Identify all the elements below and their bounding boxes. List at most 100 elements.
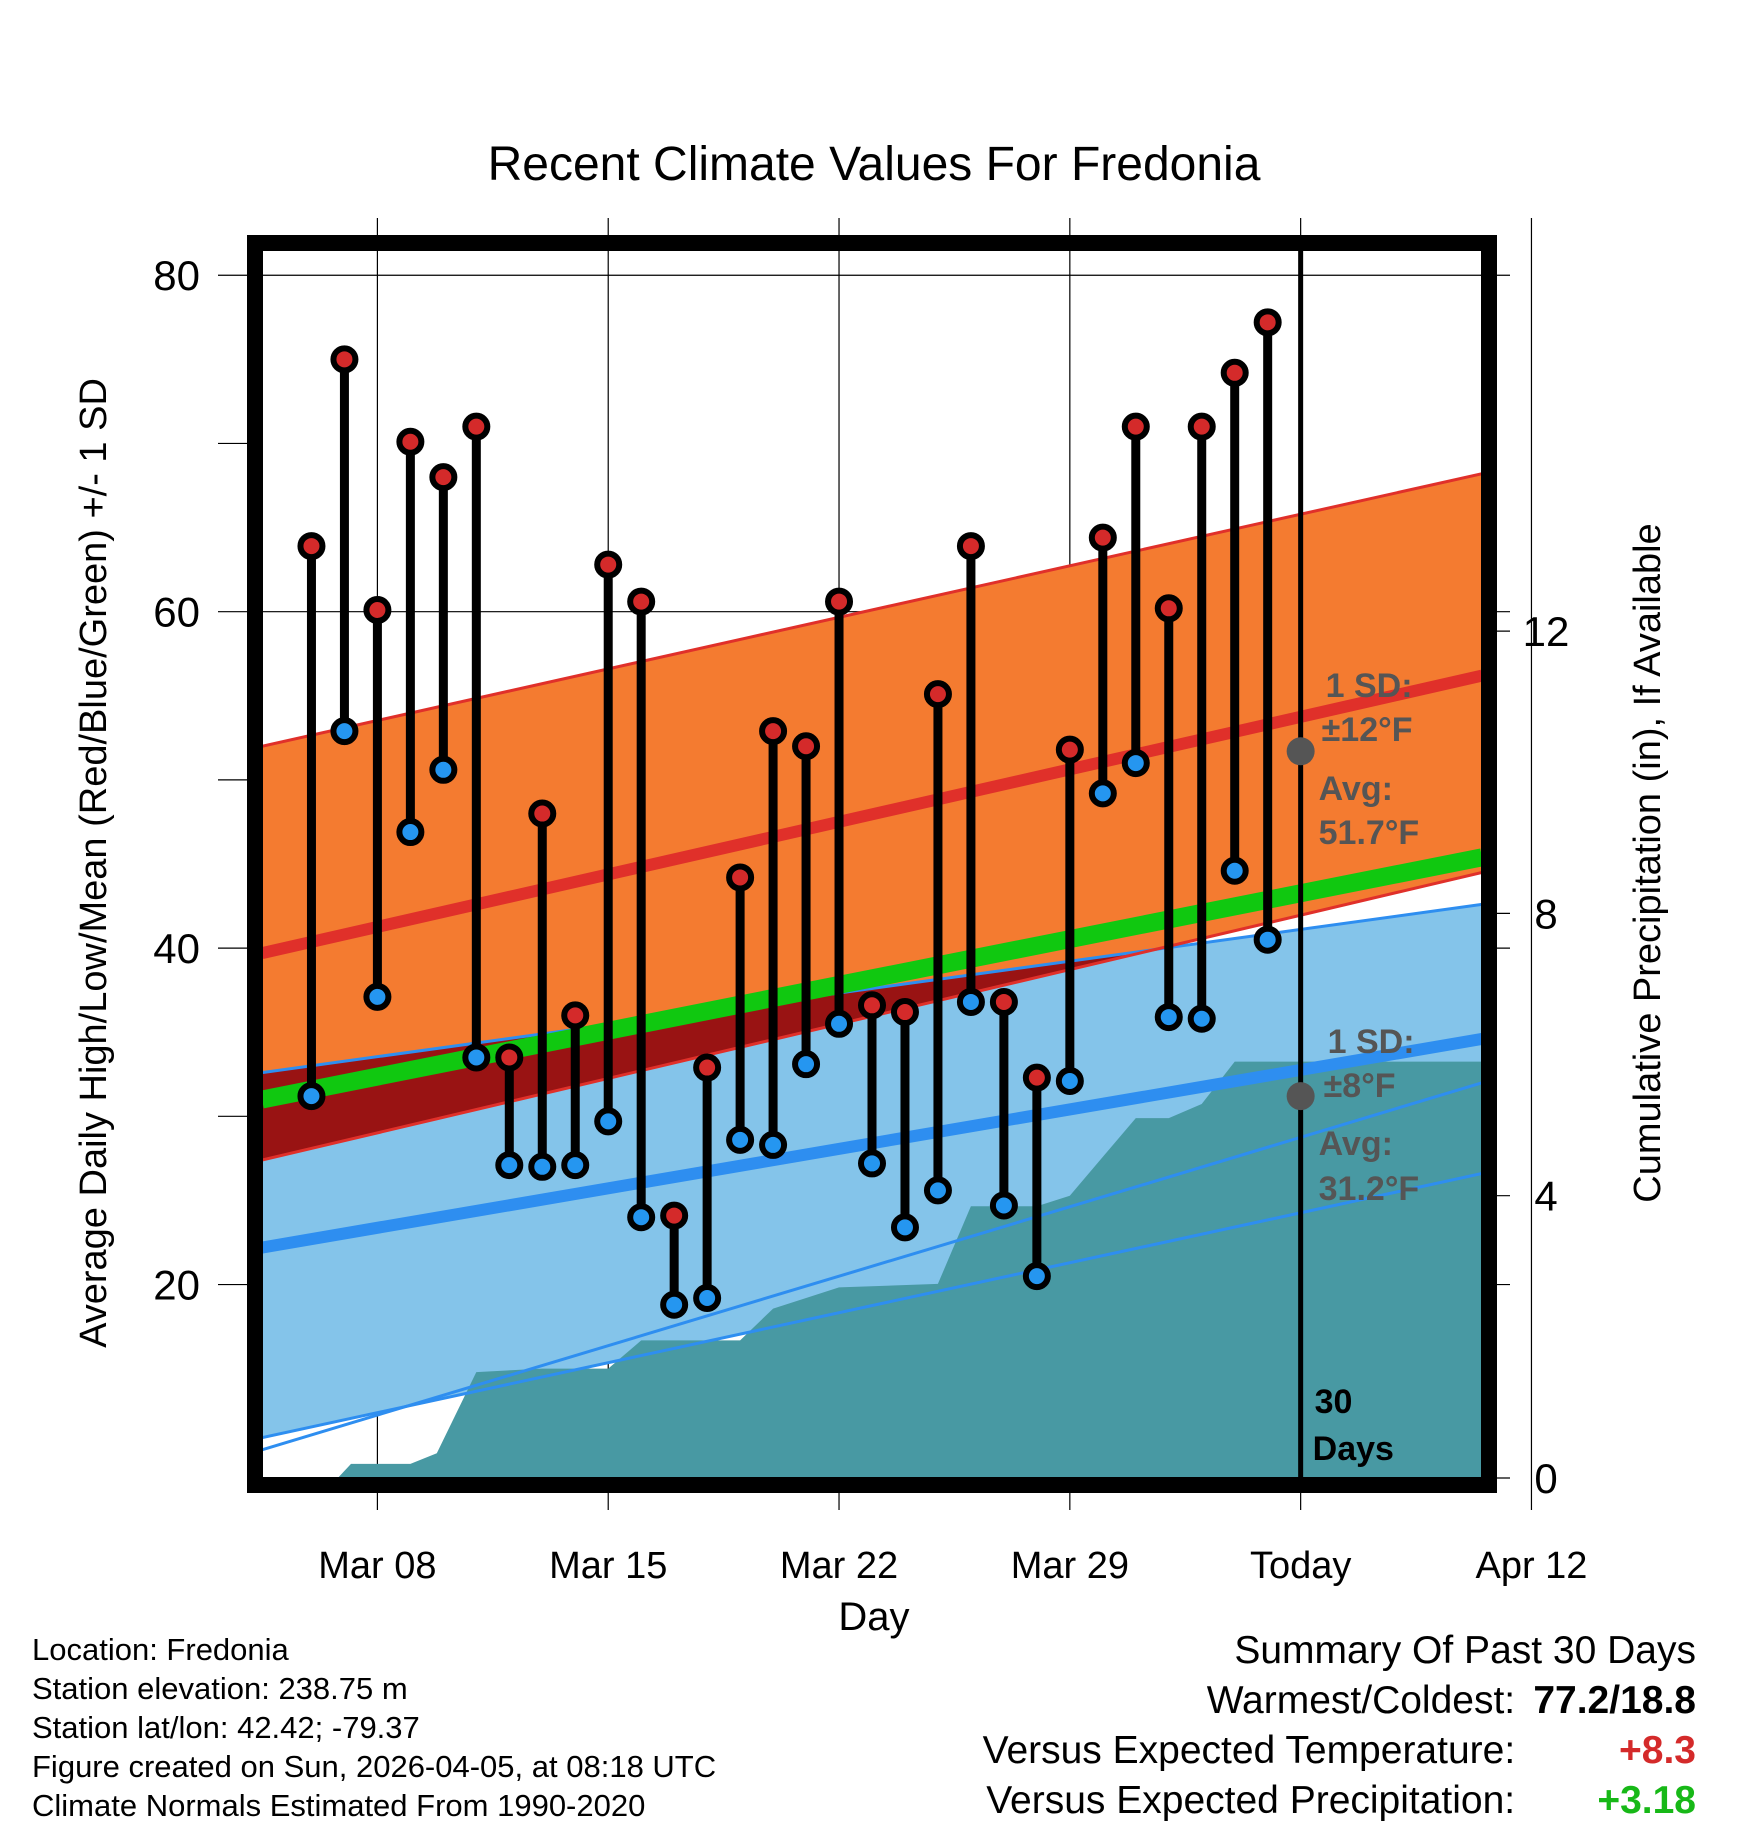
high-sd-label: 1 SD: bbox=[1326, 667, 1413, 705]
daily-low-point-9 bbox=[594, 1107, 623, 1136]
daily-low-point-17 bbox=[858, 1149, 886, 1178]
daily-high-point-11 bbox=[660, 1201, 689, 1230]
high-avg-value: 51.7°F bbox=[1319, 814, 1420, 852]
precip-anomaly-label: Versus Expected Precipitation: bbox=[986, 1779, 1516, 1822]
station-info: Location: Fredonia Station elevation: 23… bbox=[32, 1630, 716, 1825]
normal-low-sd-lower-edge bbox=[262, 1172, 1482, 1440]
daily-high-point-17 bbox=[858, 991, 886, 1020]
daily-high-point-2 bbox=[363, 595, 392, 624]
normal-high-sd-upper-edge bbox=[262, 472, 1482, 748]
warm-cold-value: 77.2/18.8 bbox=[1533, 1679, 1696, 1722]
warm-cold-row: Warmest/Coldest: 77.2/18.8 bbox=[983, 1676, 1696, 1726]
daily-low-point-3 bbox=[396, 818, 425, 847]
daily-low-point-6 bbox=[495, 1151, 524, 1180]
x-tick-label-2: Mar 22 bbox=[780, 1545, 898, 1587]
daily-high-point-22 bbox=[1022, 1063, 1051, 1092]
daily-high-point-19 bbox=[923, 680, 952, 709]
daily-low-point-0 bbox=[297, 1082, 326, 1111]
daily-low-point-4 bbox=[429, 755, 458, 784]
y2-tick-label-1: 4 bbox=[1534, 1173, 1557, 1220]
plot-layer bbox=[262, 308, 1482, 1478]
cumulative-precip-area bbox=[262, 1061, 1482, 1478]
daily-low-point-26 bbox=[1154, 1003, 1183, 1032]
chart-title: Recent Climate Values For Fredonia bbox=[488, 138, 1261, 191]
daily-low-point-12 bbox=[693, 1284, 722, 1313]
elevation-text: Station elevation: 238.75 m bbox=[32, 1671, 408, 1706]
daily-high-point-25 bbox=[1121, 412, 1150, 441]
x-tick-label-5: Apr 12 bbox=[1475, 1545, 1587, 1587]
daily-low-point-19 bbox=[923, 1176, 952, 1205]
daily-high-point-6 bbox=[495, 1043, 524, 1072]
daily-high-point-28 bbox=[1220, 358, 1249, 387]
daily-high-point-13 bbox=[726, 863, 755, 892]
daily-high-point-14 bbox=[759, 717, 788, 746]
daily-temperature-series bbox=[297, 308, 1282, 1319]
annotations: 1 SD: ±12°F Avg: 51.7°F 1 SD: ±8°F Avg: … bbox=[1313, 667, 1420, 1468]
low-avg-label: Avg: bbox=[1319, 1125, 1393, 1163]
high-sd-value: ±12°F bbox=[1322, 711, 1413, 749]
daily-high-point-8 bbox=[561, 1001, 590, 1030]
daily-high-point-5 bbox=[462, 412, 491, 441]
created-text: Figure created on Sun, 2026-04-05, at 08… bbox=[32, 1749, 717, 1784]
daily-high-point-18 bbox=[890, 998, 919, 1027]
x-tick-label-0: Mar 08 bbox=[318, 1545, 436, 1587]
daily-high-point-26 bbox=[1154, 594, 1183, 623]
daily-low-point-28 bbox=[1220, 856, 1249, 885]
y2-tick-label-0: 0 bbox=[1534, 1455, 1557, 1502]
x-tick-label-4: Today bbox=[1250, 1545, 1351, 1587]
summary-panel: Summary Of Past 30 Days Warmest/Coldest:… bbox=[983, 1626, 1696, 1826]
daily-high-point-23 bbox=[1055, 735, 1084, 764]
y2-tick-label-2: 8 bbox=[1534, 890, 1557, 937]
daily-high-point-16 bbox=[825, 587, 854, 616]
period-days-word: Days bbox=[1313, 1430, 1394, 1468]
daily-low-point-15 bbox=[792, 1050, 821, 1079]
low-avg-marker bbox=[1286, 1082, 1315, 1111]
normal-precip-line bbox=[262, 1081, 1482, 1452]
daily-high-point-9 bbox=[594, 550, 623, 579]
daily-high-point-20 bbox=[956, 532, 985, 561]
daily-low-point-5 bbox=[462, 1043, 491, 1072]
period-days-number: 30 bbox=[1315, 1383, 1353, 1421]
y-tick-label-3: 80 bbox=[153, 252, 200, 299]
daily-low-point-18 bbox=[890, 1213, 919, 1242]
low-sd-value: ±8°F bbox=[1324, 1067, 1396, 1105]
y2-axis-label: Cumulative Precipitation (in), If Availa… bbox=[1627, 523, 1669, 1202]
daily-high-point-21 bbox=[989, 987, 1018, 1016]
low-avg-value: 31.2°F bbox=[1319, 1170, 1420, 1208]
normal-high-line bbox=[262, 669, 1482, 960]
daily-low-point-22 bbox=[1022, 1262, 1051, 1291]
low-sd-label: 1 SD: bbox=[1328, 1023, 1415, 1061]
daily-high-point-3 bbox=[396, 427, 425, 456]
daily-low-point-23 bbox=[1055, 1067, 1084, 1096]
daily-low-point-2 bbox=[363, 982, 392, 1011]
daily-low-point-8 bbox=[561, 1151, 590, 1180]
x-axis-label: Day bbox=[838, 1595, 909, 1639]
x-tick-label-1: Mar 15 bbox=[549, 1545, 667, 1587]
temp-anomaly-value: +8.3 bbox=[1619, 1729, 1696, 1772]
y-tick-label-0: 20 bbox=[153, 1262, 200, 1309]
daily-low-point-14 bbox=[759, 1130, 788, 1159]
plot-frame bbox=[247, 235, 1497, 1493]
daily-low-point-20 bbox=[956, 987, 985, 1016]
daily-high-point-1 bbox=[330, 345, 359, 374]
daily-low-point-16 bbox=[825, 1009, 854, 1038]
high-avg-label: Avg: bbox=[1319, 770, 1393, 808]
daily-low-point-25 bbox=[1121, 749, 1150, 778]
daily-low-point-27 bbox=[1187, 1004, 1216, 1033]
y2-tick-label-3: 12 bbox=[1523, 608, 1570, 655]
precip-anomaly-value: +3.18 bbox=[1597, 1779, 1696, 1822]
daily-low-point-11 bbox=[660, 1290, 689, 1319]
daily-high-point-0 bbox=[297, 532, 326, 561]
daily-high-point-27 bbox=[1187, 412, 1216, 441]
location-text: Location: Fredonia bbox=[32, 1632, 289, 1667]
temp-anomaly-label: Versus Expected Temperature: bbox=[982, 1729, 1516, 1772]
daily-low-point-10 bbox=[627, 1203, 656, 1232]
latlon-text: Station lat/lon: 42.42; -79.37 bbox=[32, 1710, 420, 1745]
daily-high-point-12 bbox=[693, 1053, 722, 1082]
daily-high-point-15 bbox=[792, 732, 821, 761]
y-tick-label-1: 40 bbox=[153, 925, 200, 972]
daily-low-point-29 bbox=[1253, 925, 1282, 954]
temp-anomaly-row: Versus Expected Temperature: +8.3 bbox=[983, 1726, 1696, 1776]
axes: Mar 08 Mar 15 Mar 22 Mar 29 Today Apr 1220406… bbox=[153, 252, 1587, 1587]
normals-text: Climate Normals Estimated From 1990-2020 bbox=[32, 1788, 646, 1823]
